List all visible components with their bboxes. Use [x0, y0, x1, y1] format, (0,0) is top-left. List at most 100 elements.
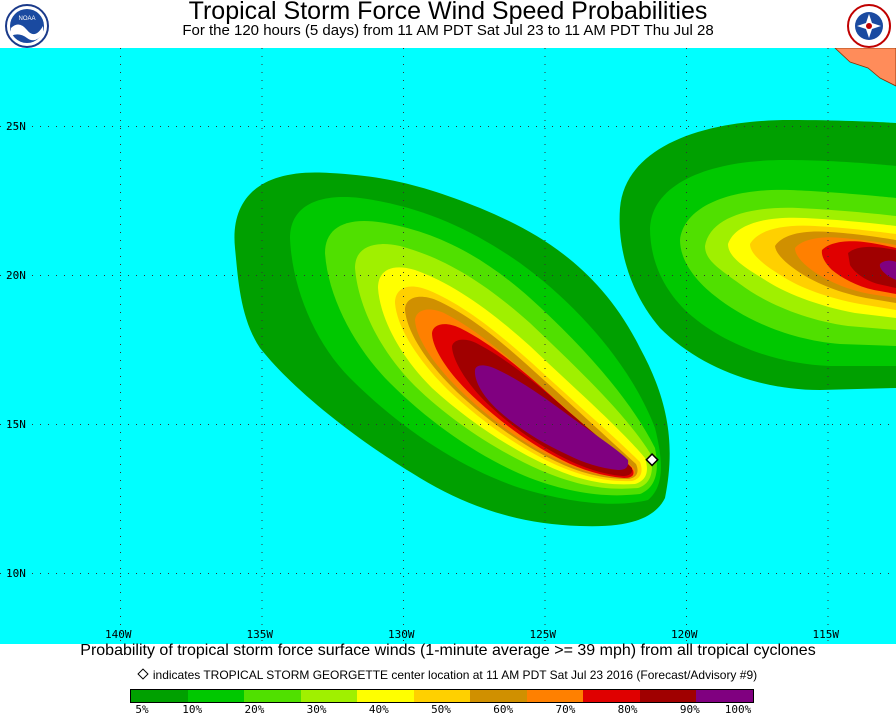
- grid-dot: [864, 573, 865, 574]
- grid-dot: [261, 160, 263, 161]
- legend-swatch: [244, 690, 301, 702]
- grid-dot: [120, 496, 121, 497]
- grid-dot: [403, 568, 404, 569]
- grid-dot: [827, 120, 829, 121]
- grid-dot: [840, 424, 841, 425]
- grid-dot: [792, 275, 793, 276]
- grid-dot: [520, 424, 521, 425]
- grid-dot: [120, 64, 121, 65]
- grid-dot: [400, 573, 401, 574]
- grid-dot: [424, 573, 425, 574]
- grid-dot: [656, 275, 657, 276]
- grid-dot: [496, 126, 497, 127]
- grid-dot: [261, 496, 263, 497]
- grid-dot: [496, 424, 497, 425]
- grid-dot: [80, 275, 81, 276]
- grid-dot: [686, 632, 687, 633]
- grid-dot: [403, 536, 404, 537]
- grid-dot: [392, 573, 393, 574]
- grid-dot: [686, 88, 687, 89]
- grid-dot: [216, 424, 217, 425]
- grid-dot: [248, 573, 249, 574]
- grid-dot: [328, 275, 329, 276]
- grid-dot: [120, 576, 121, 577]
- grid-dot: [120, 224, 121, 225]
- grid-dot: [403, 528, 404, 529]
- grid-dot: [403, 640, 404, 641]
- grid-dot: [120, 96, 121, 97]
- grid-dot: [261, 176, 263, 177]
- grid-dot: [560, 275, 561, 276]
- grid-dot: [216, 573, 217, 574]
- grid-dot: [744, 275, 745, 276]
- grid-dot: [686, 408, 687, 409]
- grid-dot: [403, 160, 404, 161]
- grid-dot: [403, 576, 404, 577]
- lon-label: 140W: [105, 628, 132, 641]
- legend-label: 50%: [431, 703, 451, 716]
- grid-dot: [536, 573, 537, 574]
- grid-dot: [686, 320, 687, 321]
- grid-dot: [264, 424, 265, 425]
- grid-dot: [261, 432, 263, 433]
- grid-dot: [632, 275, 633, 276]
- grid-dot: [544, 432, 546, 433]
- grid-dot: [120, 616, 121, 617]
- grid-dot: [403, 592, 404, 593]
- grid-dot: [600, 126, 601, 127]
- grid-dot: [816, 424, 817, 425]
- grid-dot: [686, 80, 687, 81]
- grid-dot: [120, 480, 121, 481]
- grid-dot: [248, 126, 249, 127]
- grid-dot: [488, 126, 489, 127]
- grid-dot: [261, 464, 263, 465]
- grid-dot: [240, 573, 241, 574]
- grid-dot: [827, 360, 829, 361]
- grid-dot: [192, 424, 193, 425]
- grid-dot: [328, 126, 329, 127]
- grid-dot: [544, 640, 546, 641]
- lon-label: 120W: [671, 628, 698, 641]
- grid-dot: [216, 275, 217, 276]
- grid-dot: [827, 104, 829, 105]
- grid-dot: [403, 264, 404, 265]
- grid-dot: [312, 126, 313, 127]
- grid-dot: [120, 192, 121, 193]
- grid-dot: [403, 208, 404, 209]
- grid-dot: [792, 573, 793, 574]
- grid-dot: [403, 176, 404, 177]
- grid-dot: [320, 275, 321, 276]
- grid-dot: [592, 275, 593, 276]
- grid-dot: [400, 126, 401, 127]
- grid-dot: [261, 376, 263, 377]
- grid-dot: [544, 248, 546, 249]
- grid-dot: [600, 275, 601, 276]
- grid-dot: [304, 573, 305, 574]
- grid-dot: [261, 608, 263, 609]
- grid-dot: [261, 144, 263, 145]
- grid-dot: [261, 640, 263, 641]
- grid-dot: [120, 240, 121, 241]
- grid-dot: [120, 112, 121, 113]
- grid-dot: [827, 216, 829, 217]
- grid-dot: [352, 126, 353, 127]
- grid-dot: [208, 424, 209, 425]
- grid-dot: [686, 544, 687, 545]
- grid-dot: [840, 275, 841, 276]
- grid-dot: [403, 392, 404, 393]
- grid-dot: [880, 275, 881, 276]
- grid-dot: [368, 126, 369, 127]
- grid-dot: [544, 328, 546, 329]
- grid-dot: [648, 275, 649, 276]
- grid-dot: [88, 424, 89, 425]
- grid-dot: [576, 275, 577, 276]
- grid-dot: [8, 424, 9, 425]
- grid-dot: [864, 424, 865, 425]
- grid-dot: [472, 424, 473, 425]
- grid-dot: [827, 456, 829, 457]
- grid-dot: [261, 568, 263, 569]
- grid-dot: [656, 126, 657, 127]
- grid-dot: [686, 552, 687, 553]
- grid-dot: [680, 126, 681, 127]
- grid-dot: [288, 424, 289, 425]
